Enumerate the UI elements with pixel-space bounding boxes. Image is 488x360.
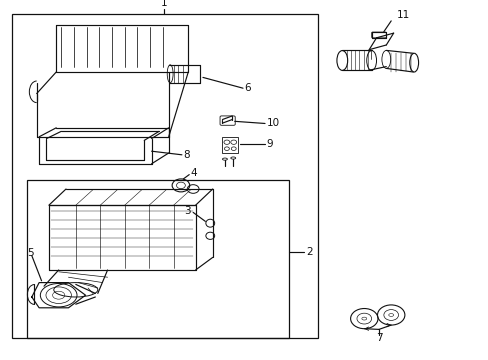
Bar	[27, 180, 288, 338]
Bar	[222, 137, 238, 153]
Text: 4: 4	[190, 168, 197, 178]
Text: 10: 10	[266, 118, 279, 129]
Text: 3: 3	[183, 206, 190, 216]
Text: 11: 11	[396, 10, 410, 20]
Text: 5: 5	[27, 248, 34, 258]
Text: 2: 2	[306, 247, 313, 257]
Text: 7: 7	[375, 333, 382, 343]
Text: 6: 6	[244, 83, 251, 93]
Text: 8: 8	[183, 150, 190, 160]
Text: 9: 9	[266, 139, 273, 149]
Text: 1: 1	[160, 0, 167, 8]
Bar	[12, 14, 317, 338]
